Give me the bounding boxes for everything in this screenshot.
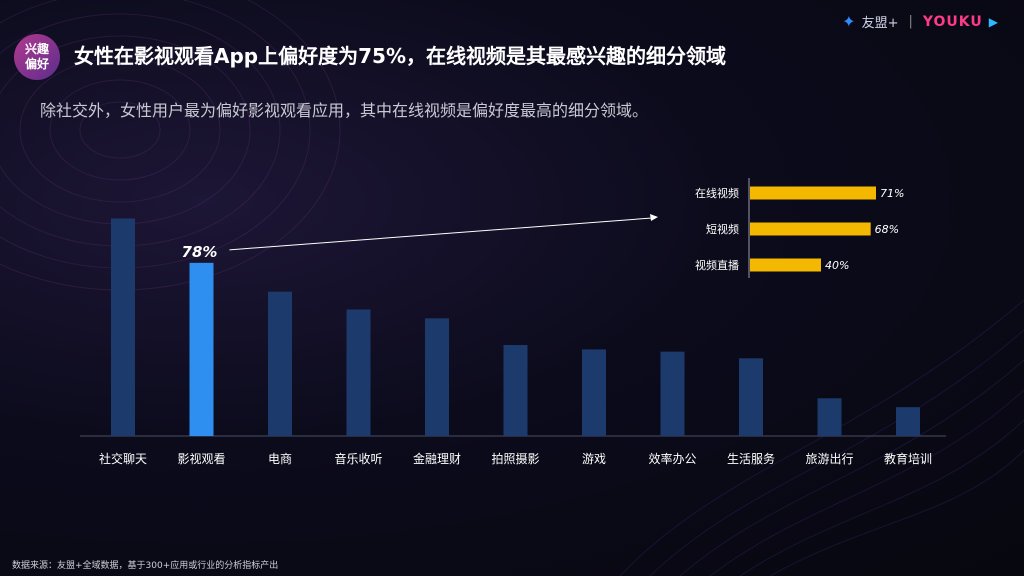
x-tick-label-4: 金融理财 [413,451,461,466]
data-source-note: 数据来源：友盟+全域数据，基于300+应用或行业的分析指标产出 [12,561,279,571]
bar-10 [896,407,920,436]
inset-category-label-2: 视频直播 [695,258,739,272]
x-tick-label-0: 社交聊天 [99,451,147,466]
x-tick-label-10: 教育培训 [884,451,932,466]
page-title: 女性在影视观看App上偏好度为75%，在线视频是其最感兴趣的细分领域 [74,44,726,68]
logo-separator: | [908,14,913,29]
inset-data-label-1: 68% [875,223,899,236]
umeng-logo-icon: ✦ [842,12,856,31]
bar-7 [660,351,685,436]
callout-arrow-line [229,217,653,251]
x-tick-label-7: 效率办公 [648,451,696,466]
inset-data-label-0: 71% [880,187,904,200]
x-tick-label-9: 旅游出行 [805,452,853,466]
x-tick-label-3: 音乐收听 [334,451,382,466]
bar-8 [739,358,763,436]
umeng-brand: 友盟+ [861,16,899,31]
bar-5 [503,344,528,436]
data-label-1: 78% [182,243,218,261]
page-subtitle: 除社交外，女性用户最为偏好影视观看应用，其中在线视频是偏好度最高的细分领域。 [40,101,649,120]
bar-2 [268,291,292,436]
badge-line-2: 偏好 [24,57,49,71]
youku-brand: YOUKU [922,13,983,30]
bar-9 [817,398,842,436]
inset-bar-0 [750,186,876,200]
inset-data-label-2: 40% [825,259,849,272]
bar-6 [582,349,606,436]
x-tick-label-8: 生活服务 [727,451,775,466]
bar-3 [346,309,371,436]
inset-bar-2 [750,258,821,272]
youku-play-icon: ▶ [988,14,998,29]
badge-line-1: 兴趣 [24,42,49,56]
inset-category-label-1: 短视频 [706,222,739,236]
x-tick-label-2: 电商 [268,451,292,466]
x-tick-label-6: 游戏 [582,452,606,466]
brand-logos: ✦ 友盟+ | YOUKU ▶ [842,12,998,31]
inset-category-label-0: 在线视频 [695,186,739,200]
bar-4 [425,318,449,436]
bar-0 [111,218,135,436]
bar-1 [189,262,214,436]
x-tick-label-5: 拍照摄影 [491,451,539,466]
topic-badge: 兴趣 偏好 [14,34,60,80]
inset-bar-1 [750,222,871,236]
x-tick-label-1: 影视观看 [177,451,225,466]
callout-arrowhead-icon [650,214,658,221]
